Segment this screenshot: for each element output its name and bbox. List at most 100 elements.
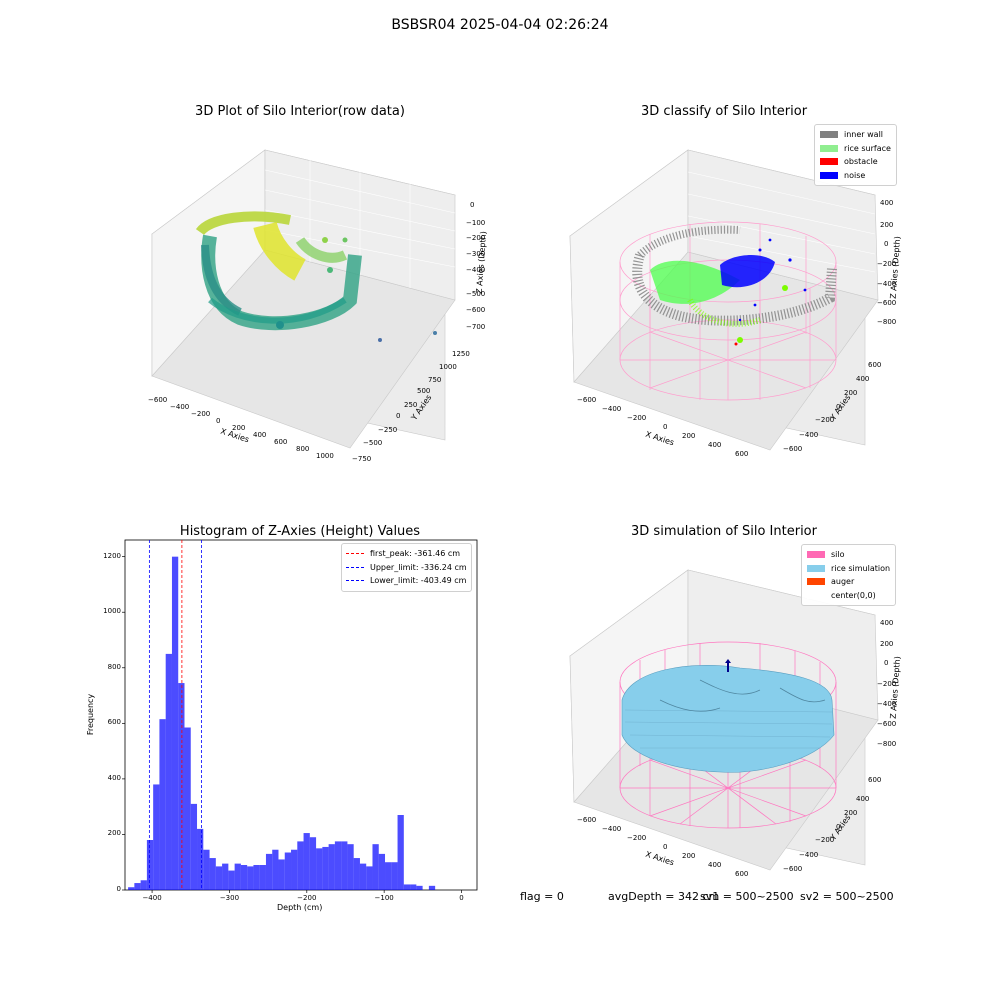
panel4-ytick: −400 bbox=[799, 851, 819, 859]
histogram-bar bbox=[134, 883, 141, 890]
histogram-bar bbox=[278, 859, 285, 890]
histogram-bar bbox=[247, 866, 254, 890]
panel4-ztick: −600 bbox=[877, 720, 897, 728]
legend-swatch bbox=[820, 171, 838, 179]
panel1-ytick: −750 bbox=[352, 455, 372, 463]
histogram-bar bbox=[253, 865, 260, 890]
histogram-bar bbox=[347, 844, 354, 890]
panel4-ytick: 200 bbox=[844, 809, 858, 817]
histogram-bar bbox=[265, 853, 273, 890]
panel1-xtick: 600 bbox=[274, 438, 288, 446]
histogram-bar bbox=[372, 844, 379, 890]
panel4-xtick: 200 bbox=[682, 852, 696, 860]
histogram-bar bbox=[234, 863, 241, 890]
histogram-bar bbox=[341, 841, 348, 890]
legend-item-upper-limit: Upper_limit: -336.24 cm bbox=[346, 561, 467, 575]
panel1-ztick: −700 bbox=[466, 323, 486, 331]
panel1-ytick: 1000 bbox=[439, 363, 457, 371]
histogram-bar bbox=[397, 815, 404, 890]
panel2-ztick: −200 bbox=[877, 260, 897, 268]
panel1-ytick: 500 bbox=[417, 387, 431, 395]
panel4-ztick: −400 bbox=[877, 700, 897, 708]
panel4-ztick: 400 bbox=[880, 619, 894, 627]
histogram-bar bbox=[178, 683, 185, 890]
x-tick-label: −200 bbox=[297, 894, 317, 902]
panel4-ztick: 0 bbox=[884, 659, 889, 667]
panel1-ztick: −200 bbox=[466, 234, 486, 242]
histogram-bar bbox=[184, 727, 191, 890]
legend-item-rice-simulation: rice simulation bbox=[807, 562, 890, 576]
histogram-bar bbox=[291, 849, 298, 890]
legend-item-center: center(0,0) bbox=[807, 589, 890, 603]
histogram-bar bbox=[159, 719, 166, 890]
panel2-legend: inner wall rice surface obstacle noise bbox=[814, 124, 897, 186]
histogram-bar bbox=[366, 866, 373, 890]
x-tick-label: −400 bbox=[142, 894, 162, 902]
legend-swatch bbox=[820, 158, 838, 166]
panel4-auger-head bbox=[725, 659, 731, 663]
histogram-bar bbox=[309, 837, 317, 890]
panel4-xtick: −200 bbox=[627, 834, 647, 842]
panel2-rice-surface-points bbox=[650, 260, 788, 343]
histogram-bar bbox=[359, 863, 367, 890]
panel1-ztick: −500 bbox=[466, 290, 486, 298]
panel1-xtick: −400 bbox=[170, 403, 190, 411]
panel4-title: 3D simulation of Silo Interior bbox=[631, 524, 817, 539]
histogram-bar bbox=[228, 870, 235, 890]
y-tick-label: 1200 bbox=[103, 551, 121, 560]
y-tick-label: 200 bbox=[107, 829, 121, 838]
panel1-title: 3D Plot of Silo Interior(row data) bbox=[195, 104, 405, 119]
panel4-xtick: −400 bbox=[602, 825, 622, 833]
panel1-xtick: −200 bbox=[191, 410, 211, 418]
panel2-obstacle-point bbox=[734, 342, 738, 346]
panel4-ytick: −600 bbox=[783, 865, 803, 873]
histogram-bars bbox=[128, 556, 436, 890]
panel4-ytick: 400 bbox=[856, 795, 870, 803]
histogram-bar bbox=[203, 849, 210, 890]
panel3-legend: first_peak: -361.46 cm Upper_limit: -336… bbox=[341, 543, 472, 592]
histogram-bar bbox=[259, 865, 266, 890]
panel4-xtick: −600 bbox=[577, 816, 597, 824]
legend-item-noise: noise bbox=[820, 169, 891, 183]
x-tick-label: −300 bbox=[219, 894, 240, 902]
panel2-ytick: 200 bbox=[844, 389, 858, 397]
status-avg-depth: avgDepth = 342 cm bbox=[608, 890, 720, 903]
status-sv2: sv2 = 500~2500 bbox=[800, 890, 894, 903]
histogram-reference-lines bbox=[148, 540, 202, 890]
panel1-ytick: −500 bbox=[363, 439, 383, 447]
panel2-ytick: 400 bbox=[856, 375, 870, 383]
histogram-bar bbox=[391, 862, 398, 890]
panel2-xtick: 600 bbox=[735, 450, 749, 458]
histogram-ticks bbox=[122, 556, 462, 893]
panel1-xtick: 800 bbox=[296, 445, 310, 453]
panel2-ytick: −600 bbox=[783, 445, 803, 453]
histogram-bar bbox=[140, 880, 147, 890]
panel4-rice-mesh bbox=[624, 679, 833, 749]
panel1-ztick: −100 bbox=[466, 219, 486, 227]
panel2-ztick: −400 bbox=[877, 280, 897, 288]
panel1-ytick: 0 bbox=[396, 412, 401, 420]
panel2-title: 3D classify of Silo Interior bbox=[640, 104, 808, 119]
panel3-xlabel: Depth (cm) bbox=[277, 903, 323, 912]
panel2-xtick: 0 bbox=[663, 423, 668, 431]
legend-item-auger: auger bbox=[807, 575, 890, 589]
panel1-silo-points bbox=[195, 211, 362, 331]
histogram-bar bbox=[316, 848, 323, 890]
histogram-bar bbox=[303, 833, 310, 890]
panel2-xtick: 400 bbox=[708, 441, 722, 449]
y-tick-label: 400 bbox=[107, 773, 121, 782]
panel1-xtick: 200 bbox=[232, 424, 246, 432]
legend-item-first-peak: first_peak: -361.46 cm bbox=[346, 547, 467, 561]
histogram-bar bbox=[410, 884, 417, 890]
panel2-noise-points bbox=[720, 238, 807, 322]
y-tick-label: 1000 bbox=[103, 607, 121, 616]
panel4-ytick: −200 bbox=[815, 836, 835, 844]
histogram-bar bbox=[403, 884, 411, 890]
histogram-bar bbox=[146, 840, 154, 890]
panel4-ztick: 200 bbox=[880, 640, 894, 648]
panel2-ytick: −400 bbox=[799, 431, 819, 439]
panel1-ztick: −600 bbox=[466, 306, 486, 314]
legend-line bbox=[346, 553, 364, 555]
